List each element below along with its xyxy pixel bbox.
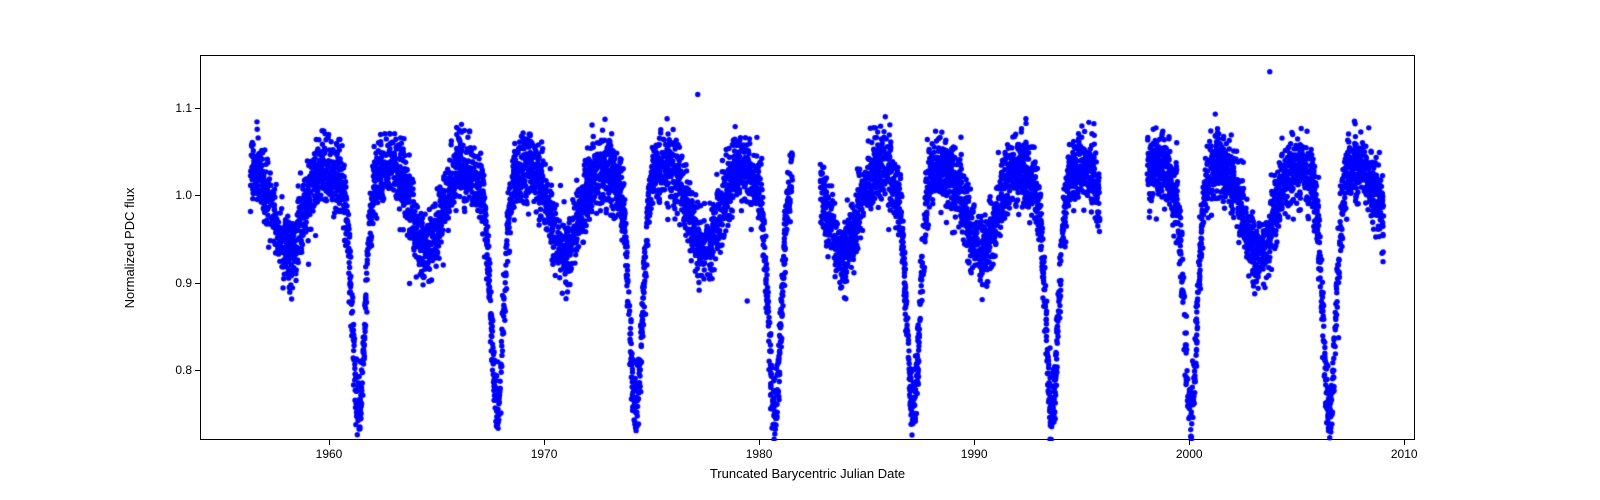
x-axis-label: Truncated Barycentric Julian Date: [710, 466, 905, 481]
x-tick-label: 1980: [746, 447, 773, 461]
scatter-points: [201, 56, 1416, 441]
x-tick-mark: [759, 440, 760, 445]
y-tick-mark: [195, 370, 200, 371]
x-tick-mark: [974, 440, 975, 445]
x-tick-mark: [329, 440, 330, 445]
y-tick-label: 0.8: [162, 363, 192, 377]
y-axis-label: Normalized PDC flux: [122, 187, 137, 308]
x-tick-label: 1960: [316, 447, 343, 461]
y-tick-mark: [195, 108, 200, 109]
y-tick-label: 1.0: [162, 188, 192, 202]
x-tick-label: 1970: [531, 447, 558, 461]
light-curve-figure: Truncated Barycentric Julian Date Normal…: [0, 0, 1600, 500]
x-tick-label: 2000: [1176, 447, 1203, 461]
x-tick-label: 2010: [1391, 447, 1418, 461]
plot-area: [200, 55, 1415, 440]
x-tick-mark: [1189, 440, 1190, 445]
x-tick-mark: [544, 440, 545, 445]
x-tick-label: 1990: [961, 447, 988, 461]
y-tick-label: 1.1: [162, 101, 192, 115]
y-tick-mark: [195, 283, 200, 284]
y-tick-label: 0.9: [162, 276, 192, 290]
y-tick-mark: [195, 195, 200, 196]
x-tick-mark: [1404, 440, 1405, 445]
